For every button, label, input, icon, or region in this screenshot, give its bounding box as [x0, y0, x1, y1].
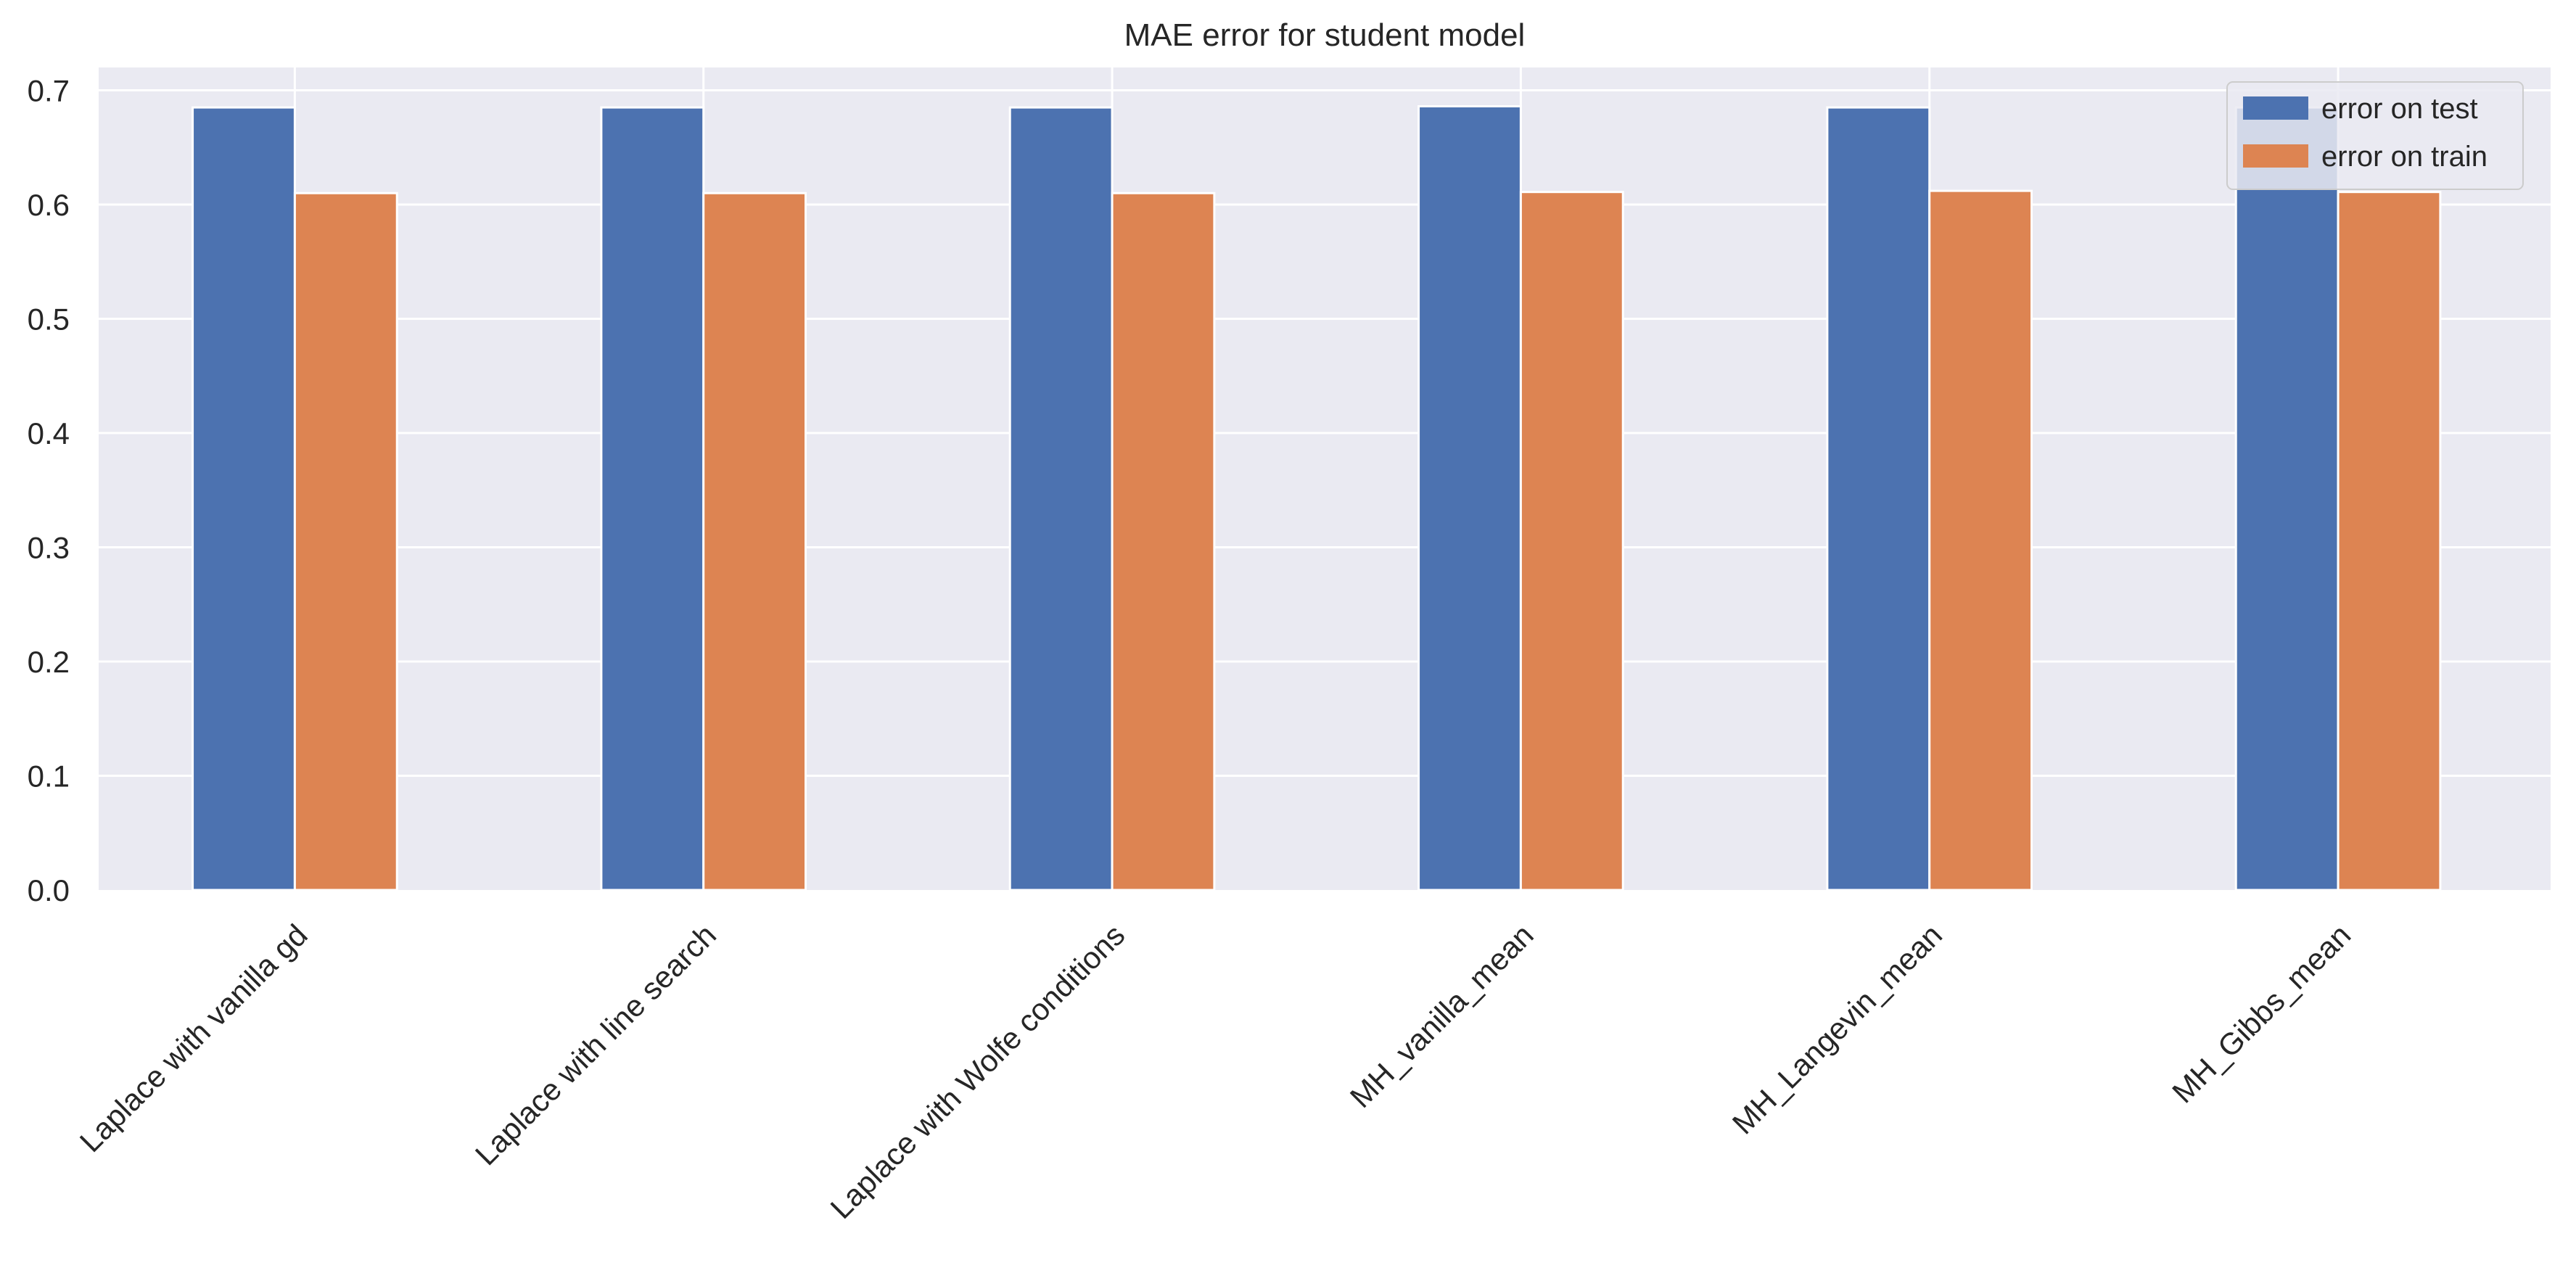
y-tick-label: 0.5 [28, 302, 70, 337]
x-tick-label: Laplace with Wolfe conditions [823, 918, 1131, 1225]
bar-error-on-train [702, 191, 807, 891]
y-tick-label: 0.4 [28, 416, 70, 450]
x-tick-labels: Laplace with vanilla gd Laplace with line… [73, 918, 2358, 1225]
bar-error-on-test [600, 106, 705, 891]
legend: error on test error on train [2226, 81, 2524, 190]
bar-error-on-test [192, 106, 296, 891]
y-tick-label: 0.6 [28, 188, 70, 222]
y-tick-label: 0.2 [28, 645, 70, 679]
y-tick-label: 0.1 [28, 759, 70, 794]
bar-error-on-train [2337, 191, 2442, 891]
x-tick-label: MH_vanilla_mean [1343, 918, 1540, 1114]
bar-error-on-train [293, 191, 398, 891]
bar-error-on-test [1008, 106, 1114, 891]
bars [192, 105, 2442, 891]
x-tick-label: MH_Gibbs_mean [2165, 918, 2357, 1109]
y-tick-label: 0.0 [28, 873, 70, 907]
chart-title: MAE error for student model [1124, 17, 1526, 53]
y-tick-label: 0.3 [28, 531, 70, 565]
bar-error-on-train [1519, 191, 1624, 891]
bar-error-on-test [2234, 106, 2340, 891]
legend-swatch [2243, 144, 2308, 168]
y-tick-label: 0.7 [28, 74, 70, 108]
bar-error-on-train [1111, 191, 1216, 891]
x-tick-label: Laplace with vanilla gd [73, 918, 314, 1158]
bar-error-on-train [1928, 189, 2033, 891]
y-tick-labels: 0.0 0.1 0.2 0.3 0.4 0.5 0.6 0.7 [28, 74, 70, 908]
x-tick-label: MH_Langevin_mean [1726, 918, 1949, 1140]
legend-swatch [2243, 96, 2308, 120]
plot-background [99, 67, 2551, 890]
x-tick-label: Laplace with line search [469, 918, 723, 1171]
bar-error-on-test [1417, 105, 1522, 891]
legend-label: error on test [2321, 93, 2478, 125]
bar-error-on-test [1826, 106, 1931, 891]
legend-label: error on train [2321, 141, 2487, 173]
